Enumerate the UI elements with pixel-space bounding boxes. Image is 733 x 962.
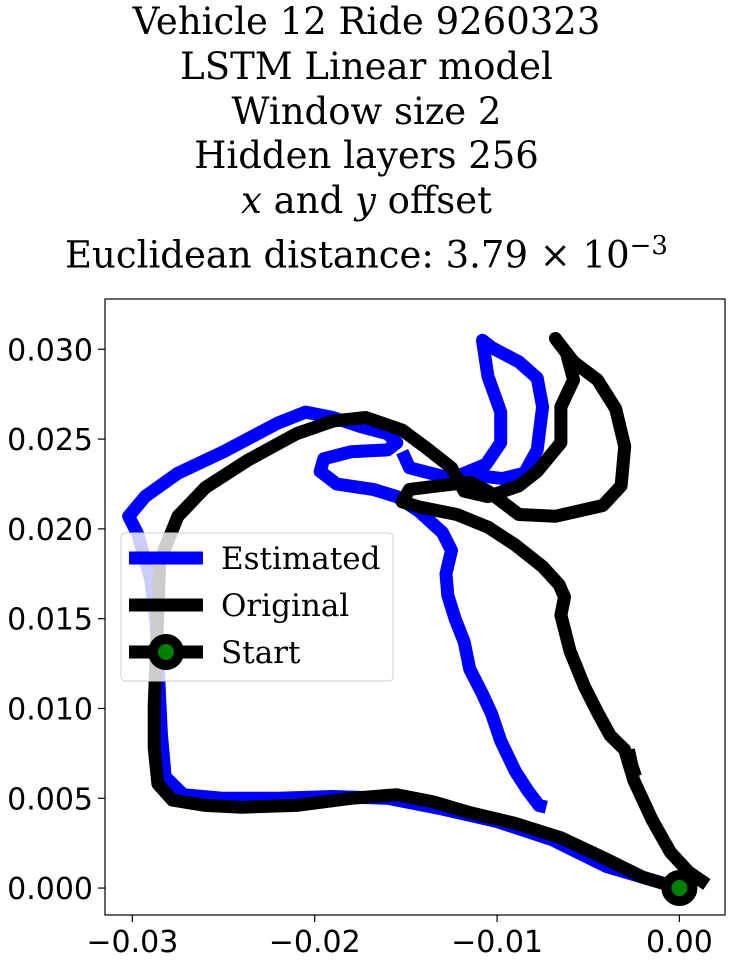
x-tick-label: 0.00 xyxy=(646,925,713,960)
title-line-1: Vehicle 12 Ride 9260323 xyxy=(132,0,601,43)
legend-label-start: Start xyxy=(221,635,301,671)
ticks-layer: −0.03 −0.02 −0.01 0.00 0.000 0.005 0.010 0.015 0… xyxy=(7,333,713,960)
title-distance-exponent: −3 xyxy=(629,230,668,261)
x-tick-label: −0.02 xyxy=(269,925,361,960)
legend: Estimated Original Start xyxy=(120,532,394,682)
start-marker xyxy=(661,870,698,907)
title-x-symbol: x xyxy=(241,179,262,223)
series-line-original-2 xyxy=(147,332,711,895)
y-tick-label: 0.030 xyxy=(7,333,93,368)
y-tick-label: 0.000 xyxy=(7,872,93,907)
title-offset-word: offset xyxy=(375,179,492,223)
y-tick-label: 0.005 xyxy=(7,782,93,817)
series-line-original-3 xyxy=(622,748,642,779)
legend-start-marker xyxy=(148,634,184,670)
title-line-4: Hidden layers 256 xyxy=(194,134,539,178)
title-distance-prefix: Euclidean distance: 3.79 xyxy=(65,233,528,277)
legend-box xyxy=(120,532,394,682)
plot-frame xyxy=(104,298,726,916)
title-line-6: Euclidean distance: 3.79 × 10−3 xyxy=(0,224,733,278)
y-tick-label: 0.015 xyxy=(7,603,93,638)
title-line-2: LSTM Linear model xyxy=(180,44,553,88)
title-line-3: Window size 2 xyxy=(231,89,502,133)
chart-title: Vehicle 12 Ride 9260323 LSTM Linear mode… xyxy=(0,0,733,278)
y-tick-label: 0.010 xyxy=(7,692,93,727)
series-line-estimated-1 xyxy=(396,333,550,486)
title-line-5: x and y offset xyxy=(0,179,733,224)
y-tick-label: 0.025 xyxy=(7,423,93,458)
y-tick-label: 0.020 xyxy=(7,513,93,548)
legend-label-estimated: Estimated xyxy=(221,541,380,577)
title-and-word: and xyxy=(261,179,355,223)
series-layer xyxy=(122,332,711,907)
title-distance-times: × 10 xyxy=(528,233,630,277)
title-y-symbol: y xyxy=(355,179,376,223)
legend-label-original: Original xyxy=(221,588,349,624)
x-tick-label: −0.01 xyxy=(451,925,543,960)
x-tick-label: −0.03 xyxy=(86,925,178,960)
